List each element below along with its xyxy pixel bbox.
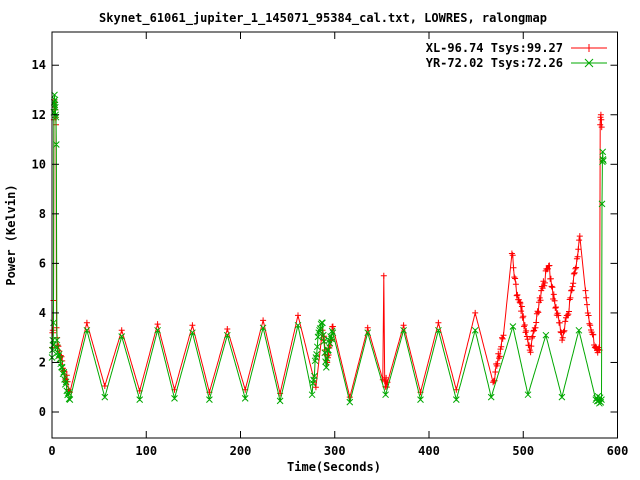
x-axis-label: Time(Seconds) bbox=[287, 460, 381, 474]
axis-ticks-group: 0 100 200 300 400 500 600 0 2 4 6 8 10 12 14 bbox=[32, 32, 629, 458]
y-tick-label: 14 bbox=[32, 58, 46, 72]
y-tick-label: 4 bbox=[39, 306, 46, 320]
y-tick-label: 2 bbox=[39, 355, 46, 369]
x-tick-label: 100 bbox=[135, 444, 157, 458]
legend-cross-marker-icon bbox=[584, 58, 594, 68]
y-tick-label: 6 bbox=[39, 256, 46, 270]
y-tick-label: 12 bbox=[32, 108, 46, 122]
x-tick-label: 200 bbox=[230, 444, 252, 458]
series-line-xl bbox=[51, 99, 603, 398]
legend: XL-96.74 Tsys:99.27 YR-72.02 Tsys:72.26 bbox=[426, 41, 607, 70]
y-axis-label: Power (Kelvin) bbox=[4, 184, 18, 285]
chart-title: Skynet_61061_jupiter_1_145071_95384_cal.… bbox=[99, 11, 547, 26]
x-tick-label: 400 bbox=[418, 444, 440, 458]
y-tick-label: 0 bbox=[39, 405, 46, 419]
x-tick-label: 0 bbox=[48, 444, 55, 458]
x-tick-label: 300 bbox=[324, 444, 346, 458]
legend-label-xl: XL-96.74 Tsys:99.27 bbox=[426, 41, 563, 55]
data-series-group bbox=[48, 91, 607, 407]
plot-border bbox=[51, 31, 618, 439]
x-tick-label: 500 bbox=[512, 444, 534, 458]
y-tick-label: 10 bbox=[32, 157, 46, 171]
legend-label-yr: YR-72.02 Tsys:72.26 bbox=[426, 56, 563, 70]
x-tick-label: 600 bbox=[607, 444, 629, 458]
y-tick-label: 8 bbox=[39, 207, 46, 221]
legend-plus-marker-icon bbox=[585, 44, 593, 52]
series-markers-yr bbox=[48, 91, 607, 407]
